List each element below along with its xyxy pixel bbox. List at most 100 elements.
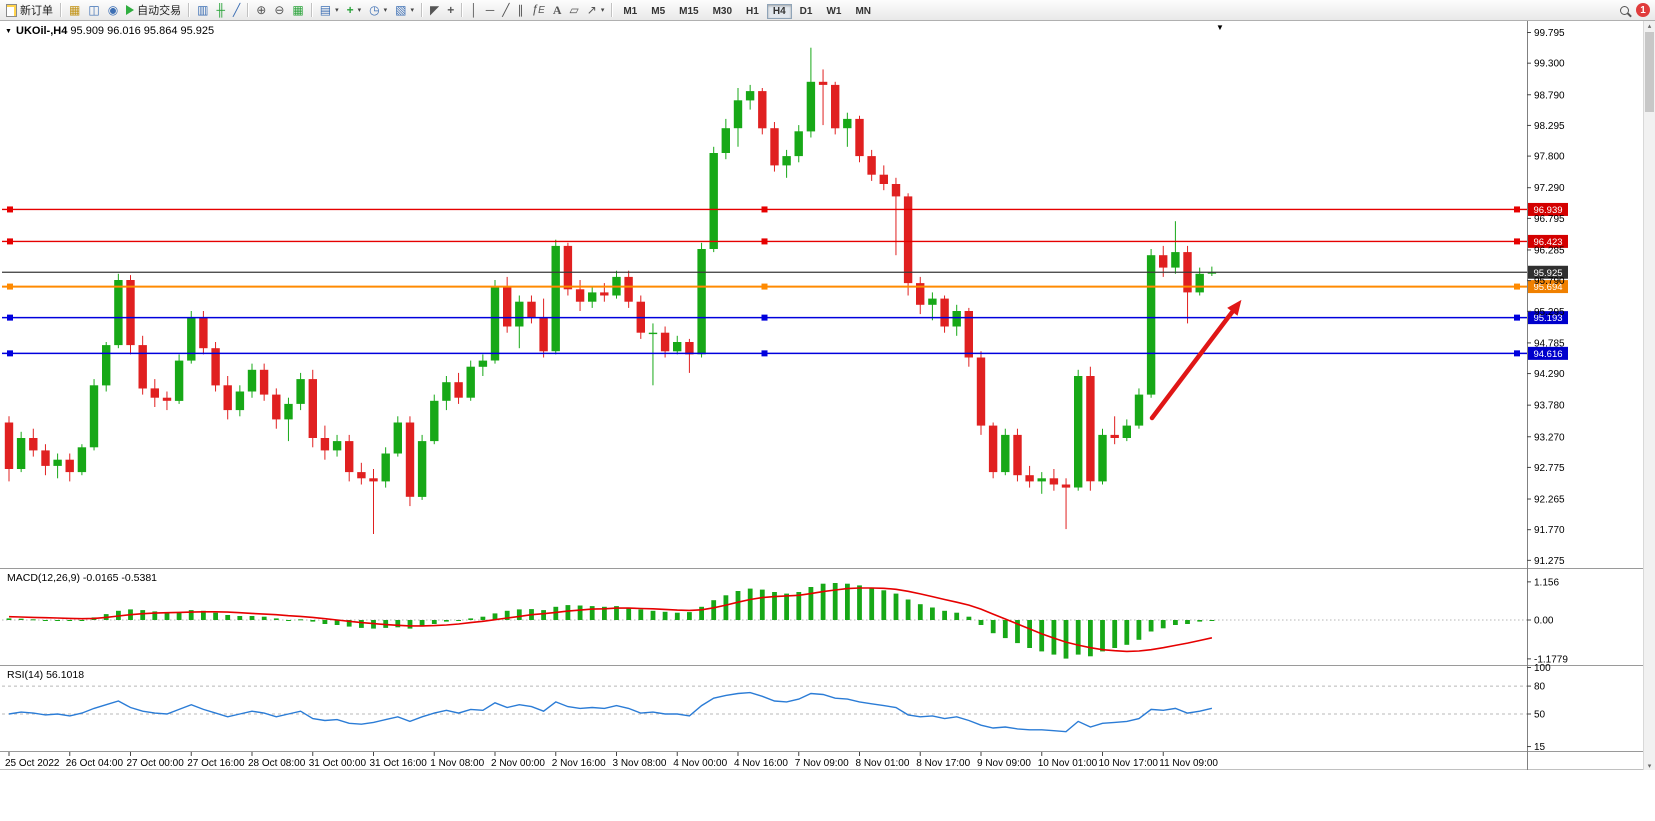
svg-text:2 Nov 16:00: 2 Nov 16:00 [552,758,606,769]
price-line-95.193[interactable] [2,314,1527,321]
bar-chart-button[interactable]: ▥ [193,2,212,18]
trendline-button[interactable]: ╱ [498,2,513,18]
svg-text:10 Nov 01:00: 10 Nov 01:00 [1038,758,1098,769]
shapes-icon: ↗ [586,3,597,17]
svg-text:96.795: 96.795 [1534,214,1565,225]
svg-text:15: 15 [1534,742,1546,753]
chart-window-button[interactable]: ▦ [65,2,84,18]
bar-chart-icon: ▥ [197,3,209,17]
macd-label: MACD(12,26,9) -0.0165 -0.5381 [7,572,157,584]
price-badge: 96.939 [1528,202,1568,216]
svg-text:50: 50 [1534,710,1546,721]
fibonacci-button[interactable]: ƒE [527,1,548,19]
svg-text:91.275: 91.275 [1534,556,1565,567]
new-window-button[interactable]: ▤ ▾ [316,2,343,18]
tile-windows-button[interactable]: ▦ [288,2,307,18]
svg-text:3 Nov 08:00: 3 Nov 08:00 [613,758,667,769]
periods-button[interactable]: ◷ ▾ [365,2,391,18]
vertical-line-icon: │ [470,3,478,17]
svg-text:94.785: 94.785 [1534,338,1565,349]
zoom-in-button[interactable]: ⊕ [252,2,270,18]
crosshair-icon: + [447,3,455,17]
cursor-button[interactable]: ◤ [426,2,443,18]
search-icon [1620,5,1629,15]
timeframe-button-M1[interactable]: M1 [623,6,638,17]
price-line-96.423[interactable] [2,238,1527,245]
timeframe-button-H4[interactable]: H4 [766,4,792,19]
price-badge: 96.423 [1528,234,1568,248]
toolbar-separator [310,3,313,17]
toolbar-separator [60,3,62,17]
new-order-button[interactable]: 新订单 [2,0,57,20]
indicators-button[interactable]: + ▾ [343,2,366,18]
svg-text:80: 80 [1534,682,1546,693]
price-line-96.939[interactable] [2,206,1527,213]
shapes-button[interactable]: ↗ ▾ [583,2,609,18]
svg-text:28 Oct 08:00: 28 Oct 08:00 [248,758,306,769]
crosshair-button[interactable]: + [443,2,458,18]
text-button[interactable]: A [549,2,566,18]
chevron-down-icon: ▾ [410,7,414,14]
svg-text:99.795: 99.795 [1534,28,1565,39]
vertical-line-button[interactable]: │ [466,2,482,18]
toolbar-right-group: 1 [1616,3,1653,17]
price-line-95.694[interactable] [2,283,1527,290]
auto-trading-label: 自动交易 [137,5,182,17]
svg-text:2 Nov 00:00: 2 Nov 00:00 [491,758,545,769]
timeframe-button-D1[interactable]: D1 [799,6,813,17]
data-window-button[interactable]: ◉ [104,2,122,18]
profiles-button[interactable]: ◫ [84,2,103,18]
chart-menu-caret-icon[interactable]: ▼ [5,28,12,35]
svg-text:25 Oct 2022: 25 Oct 2022 [5,758,60,769]
line-chart-icon: ╱ [233,3,241,17]
timeframe-button-M15[interactable]: M15 [679,6,699,17]
ohlc-values: 95.909 96.016 95.864 95.925 [70,25,215,37]
scroll-up-icon[interactable]: ▴ [1647,23,1652,30]
candles [4,47,1217,534]
timeframe-button-W1[interactable]: W1 [826,6,842,17]
label-button[interactable]: ▱ [566,2,583,18]
toolbar-separator [611,3,614,17]
search-button[interactable] [1616,4,1633,17]
svg-text:7 Nov 09:00: 7 Nov 09:00 [795,758,849,769]
trendline-icon: ╱ [502,3,510,17]
price-line-94.616[interactable] [2,350,1527,357]
scroll-down-icon[interactable]: ▾ [1647,763,1652,770]
chevron-down-icon: ▾ [357,7,362,14]
price-badge: 94.616 [1528,346,1568,360]
svg-text:95.790: 95.790 [1534,276,1565,287]
toolbar-separator [247,3,250,17]
toolbar: 新订单 ▦ ◫ ◉ 自动交易 ▥ ╫ ╱ ⊕ ⊖ ▦ ▤ ▾ + ▾ ◷ ▾ ▧ ▾ ◤… [0,0,1655,21]
chart-shift-marker[interactable]: ▼ [1216,23,1224,32]
trend-arrow-annotation[interactable] [1149,299,1242,421]
symbol-label: UKOil-,H4 [16,25,68,37]
svg-text:93.780: 93.780 [1534,401,1565,412]
template-button[interactable]: ▧ ▾ [391,2,418,18]
fibonacci-icon: ƒE [531,2,545,16]
svg-text:95.925: 95.925 [1533,268,1562,279]
channel-button[interactable]: ∥ [513,2,527,18]
scrollbar-thumb[interactable] [1645,32,1654,112]
zoom-out-button[interactable]: ⊖ [270,2,288,18]
auto-trading-play-icon [126,5,135,15]
timeframe-button-MN[interactable]: MN [855,6,871,17]
timeframe-button-M30[interactable]: M30 [712,6,733,17]
data-window-icon: ◉ [107,3,119,17]
price-badge: 95.694 [1528,280,1568,294]
svg-text:94.616: 94.616 [1533,349,1562,360]
svg-text:95.295: 95.295 [1534,307,1565,318]
horizontal-line-button[interactable]: ─ [482,2,499,18]
text-icon: A [552,3,562,17]
periods-clock-icon: ◷ [369,3,380,17]
timeframe-button-M5[interactable]: M5 [651,6,666,17]
candlestick-chart-button[interactable]: ╫ [213,2,230,18]
line-chart-button[interactable]: ╱ [229,2,244,18]
indicators-add-icon: + [346,3,354,17]
vertical-scrollbar[interactable]: ▴ ▾ [1643,21,1655,770]
auto-trading-button[interactable]: 自动交易 [122,0,185,20]
new-order-label: 新订单 [20,5,53,17]
notification-badge[interactable]: 1 [1636,3,1650,17]
timeframe-button-H1[interactable]: H1 [746,6,759,17]
